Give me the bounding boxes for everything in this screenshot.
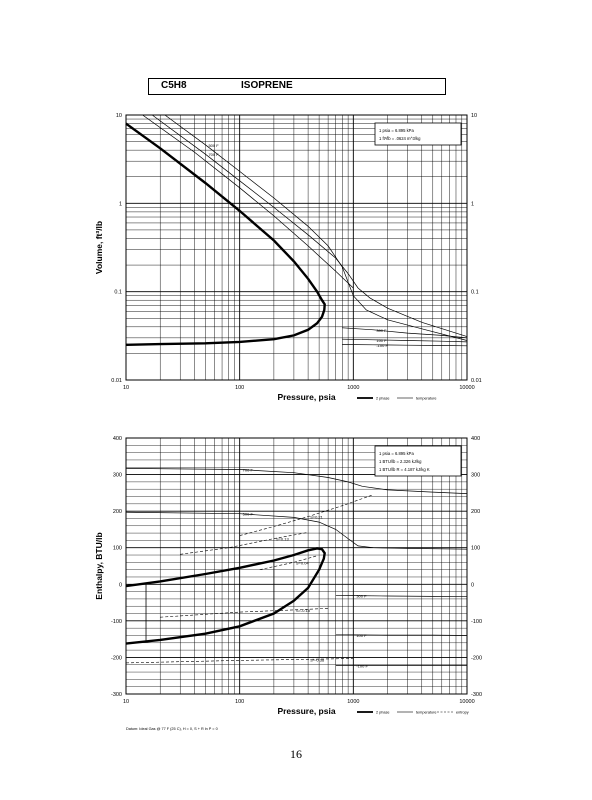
y-tick-label: 10 — [116, 113, 122, 119]
y-tick-label: 300 — [113, 473, 122, 479]
series-label: 700 F — [208, 152, 219, 157]
series-label: 100 F — [356, 633, 367, 638]
conversion-text: 1 psia = 6.895 kPa — [379, 128, 414, 133]
x-tick-label: 1000 — [347, 699, 359, 705]
y-tick-label-right: 200 — [471, 509, 480, 515]
two-phase-curve — [125, 122, 326, 346]
x-tick-label: 10 — [123, 699, 129, 705]
series-label: S=-0.18 — [296, 608, 311, 613]
y-tick-label: 0 — [119, 582, 122, 588]
legend-label: temperature — [416, 711, 436, 715]
temperature-line — [142, 114, 354, 289]
conversion-text: 1 BTU/lb = 2.326 kJ/kg — [379, 459, 422, 464]
x-tick-label: 1000 — [347, 385, 359, 391]
series-label: 100 F — [376, 338, 387, 343]
chemical-formula: C5H8 — [161, 80, 187, 91]
y-tick-label-right: 0 — [471, 582, 474, 588]
y-tick-label: 200 — [113, 509, 122, 515]
temperature-line — [342, 338, 468, 343]
y-tick-label-right: 100 — [471, 546, 480, 552]
y-axis-label: Volume, ft³/lb — [94, 221, 104, 274]
conversion-text: 1 BTU/lb R = 4.187 kJ/kg K — [379, 467, 430, 472]
y-tick-label-right: 300 — [471, 473, 480, 479]
title-box: C5H8 ISOPRENE — [148, 78, 446, 95]
datum-footnote: Datum: Ideal Gas @ 77 F (25 C), H = 0, S… — [126, 727, 218, 731]
entropy-line — [125, 658, 354, 664]
x-tick-label: 100 — [235, 699, 244, 705]
y-tick-label-right: 1 — [471, 201, 474, 207]
legend-label: 2 phase — [376, 397, 390, 401]
temperature-line — [125, 468, 468, 494]
legend-label: entropy — [456, 711, 469, 715]
temperature-line — [342, 327, 468, 339]
plot-frame — [125, 437, 468, 695]
temperature-line — [125, 511, 468, 550]
x-axis-label: Pressure, psia — [277, 392, 335, 402]
series-label: 300 F — [356, 594, 367, 599]
plot-frame — [125, 114, 468, 381]
series-label: S=-0.38 — [310, 657, 325, 662]
series-label: S=0.13 — [276, 537, 290, 542]
series-label: 500 F — [208, 143, 219, 148]
y-tick-label-right: -200 — [471, 655, 482, 661]
conversion-box — [374, 122, 462, 146]
entropy-line — [180, 532, 309, 555]
series-label: S=0.21 — [310, 515, 324, 520]
temperature-line — [342, 344, 468, 347]
entropy-line — [160, 608, 329, 618]
temperature-line — [164, 114, 468, 341]
conversion-box — [374, 445, 462, 477]
entropy-line — [259, 555, 318, 570]
series-label: 700 F — [243, 467, 254, 472]
temperature-line — [335, 634, 468, 636]
legend-label: 2 phase — [376, 711, 390, 715]
series-label: S=0.04 — [296, 560, 310, 565]
y-tick-label: 100 — [113, 546, 122, 552]
y-tick-label-right: 0.01 — [471, 378, 482, 384]
entropy-line — [239, 494, 374, 536]
conversion-text: 1 psia = 6.895 kPa — [379, 451, 414, 456]
y-tick-label: 400 — [113, 436, 122, 442]
y-tick-label-right: 0.1 — [471, 290, 479, 296]
y-tick-label-right: 10 — [471, 113, 477, 119]
x-tick-label: 10000 — [459, 385, 474, 391]
y-tick-label: 1 — [119, 201, 122, 207]
x-tick-label: 10000 — [459, 699, 474, 705]
compound-name: ISOPRENE — [241, 80, 293, 91]
temperature-line — [335, 594, 468, 598]
legend-label: temperature — [416, 397, 436, 401]
conversion-text: 1 ft³/lb = .0624 m^3/kg — [379, 136, 421, 141]
y-tick-label-right: -100 — [471, 619, 482, 625]
x-axis-label: Pressure, psia — [277, 706, 335, 716]
series-label: 300 F — [376, 328, 387, 333]
y-tick-label: 0.01 — [111, 378, 122, 384]
series-label: -100 F — [376, 343, 388, 348]
series-label: -100 F — [356, 663, 368, 668]
x-tick-label: 100 — [235, 385, 244, 391]
x-tick-label: 10 — [123, 385, 129, 391]
two-phase-curve — [125, 547, 326, 645]
series-label: 500 F — [243, 512, 254, 517]
y-axis-label: Enthalpy, BTU/lb — [94, 532, 104, 599]
y-tick-label: 0.1 — [114, 290, 122, 296]
y-tick-label: -300 — [111, 692, 122, 698]
y-tick-label: -200 — [111, 655, 122, 661]
y-tick-label-right: -300 — [471, 692, 482, 698]
y-tick-label: -100 — [111, 619, 122, 625]
page-number: 16 — [290, 747, 302, 761]
y-tick-label-right: 400 — [471, 436, 480, 442]
